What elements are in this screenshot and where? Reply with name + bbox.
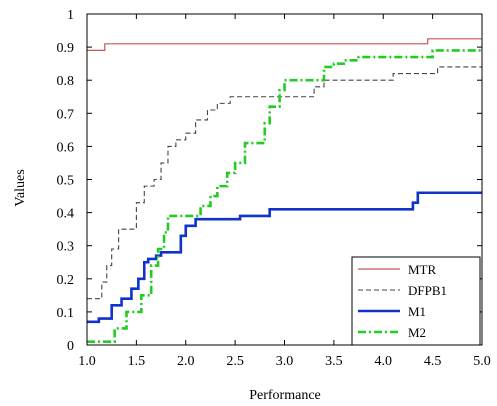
series-line-dfpb1 (87, 66, 482, 300)
y-tick-label: 0.6 (57, 140, 75, 155)
x-axis-label: Performance (249, 388, 321, 403)
y-tick-label: 0.7 (57, 107, 75, 122)
y-tick-label: 0.5 (57, 174, 75, 189)
x-tick-label: 2.0 (177, 354, 195, 369)
legend-label-mtr: MTR (408, 262, 437, 277)
y-tick-label: 0.3 (57, 240, 75, 255)
x-tick-label: 4.5 (424, 354, 442, 369)
x-tick-label: 1.0 (78, 354, 96, 369)
plot-area (87, 38, 482, 343)
x-tick-label: 4.0 (375, 354, 393, 369)
y-tick-label: 1 (67, 8, 74, 23)
y-tick-label: 0.1 (57, 306, 75, 321)
y-tick-label: 0.2 (57, 273, 75, 288)
x-tick-label: 5.0 (473, 354, 491, 369)
x-tick-label: 3.5 (325, 354, 343, 369)
legend-label-m1: M1 (408, 304, 426, 319)
y-tick-label: 0.9 (57, 41, 75, 56)
series-line-m2 (87, 49, 482, 343)
series-line-m1 (87, 191, 482, 324)
legend-label-dfpb1: DFPB1 (408, 283, 447, 298)
x-tick-label: 2.5 (226, 354, 244, 369)
y-tick-label: 0.4 (57, 207, 75, 222)
x-tick-label: 1.5 (128, 354, 146, 369)
x-tick-label: 3.0 (276, 354, 294, 369)
series-line-mtr (87, 38, 482, 52)
axis-ticks: 1.0 1.5 2.0 2.5 3.0 3.5 4.0 4.5 5.0 0 0.1 0.2 0.3 0.4… (57, 8, 491, 369)
y-tick-label: 0 (67, 339, 74, 354)
y-axis-label: Values (13, 169, 28, 206)
legend: MTR DFPB1 M1 M2 (351, 256, 481, 346)
legend-label-m2: M2 (408, 325, 426, 340)
y-tick-label: 0.8 (57, 74, 75, 89)
legend-box (351, 256, 481, 346)
